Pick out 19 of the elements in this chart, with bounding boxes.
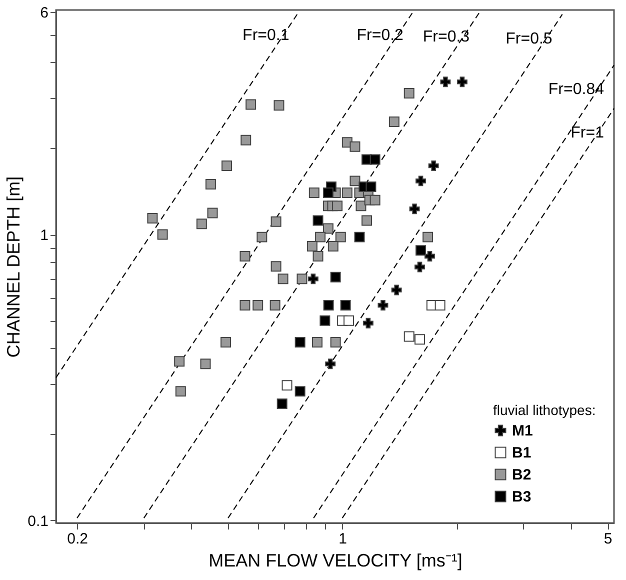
legend-label: B3: [512, 488, 532, 506]
annotation: Fr=0.5: [506, 30, 552, 48]
annotation: Fr=1: [570, 124, 604, 142]
legend-label: B2: [512, 466, 532, 484]
legend-label: M1: [512, 422, 533, 440]
legend-title: fluvial lithotypes:: [493, 402, 596, 418]
x-tick-label: 0.2: [67, 530, 88, 548]
legend-label: B1: [512, 444, 532, 462]
y-tick-label: 0.1: [28, 512, 48, 530]
annotation: Fr=0.2: [356, 27, 404, 44]
y-tick-label: 1: [40, 227, 48, 244]
annotation: Fr=0.3: [422, 28, 470, 46]
x-tick-label: 1: [338, 530, 347, 548]
annotation: Fr=0.84: [548, 81, 604, 98]
y-axis-title: CHANNEL DEPTH [m]: [4, 176, 24, 358]
x-axis-title: MEAN FLOW VELOCITY [ms⁻¹]: [208, 550, 462, 570]
y-tick-label: 6: [40, 4, 48, 22]
x-tick-label: 5: [604, 530, 612, 548]
annotation: Fr=0.1: [242, 27, 290, 44]
